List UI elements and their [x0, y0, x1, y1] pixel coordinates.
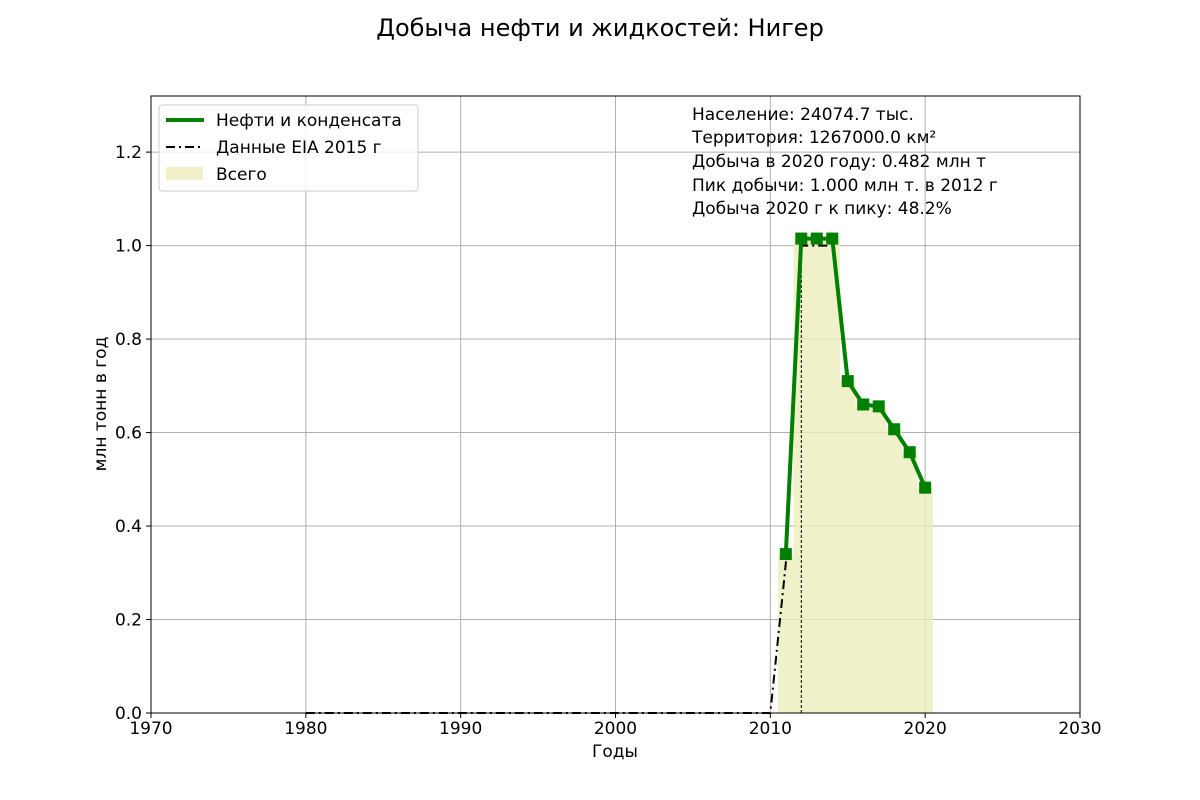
data-point-oil: [857, 398, 870, 411]
x-tick-label: 1970: [129, 719, 172, 739]
y-tick-label: 1.2: [115, 143, 142, 163]
x-tick-label: 1990: [439, 719, 482, 739]
info-peak: Пик добычи: 1.000 млн т. в 2012 г: [692, 176, 998, 196]
x-ticks: 1970 1980 1990 2000 2010 2020 2030: [129, 713, 1102, 739]
info-block: Население: 24074.7 тыс. Территория: 1267…: [691, 105, 998, 219]
legend-swatch-total: [166, 167, 203, 180]
data-point-oil: [841, 375, 854, 388]
data-point-oil: [779, 548, 792, 561]
info-production-2020: Добыча в 2020 году: 0.482 млн т: [692, 152, 986, 172]
grid: [150, 96, 1081, 714]
series-line-oil: [783, 236, 928, 555]
info-ratio: Добыча 2020 г к пику: 48.2%: [692, 199, 952, 219]
x-tick-label: 2010: [749, 719, 792, 739]
y-tick-label: 1.0: [115, 237, 142, 257]
area-series: [778, 238, 933, 713]
y-tick-label: 0.8: [115, 330, 142, 350]
data-point-oil: [919, 481, 932, 494]
x-tick-label: 2030: [1058, 719, 1101, 739]
x-tick-label: 2020: [904, 719, 947, 739]
legend-box: [158, 104, 419, 192]
x-tick-label: 2000: [594, 719, 637, 739]
y-tick-label: 0.4: [115, 517, 142, 537]
x-tick-label: 1980: [284, 719, 327, 739]
info-population: Население: 24074.7 тыс.: [692, 105, 914, 125]
data-point-oil: [903, 446, 916, 459]
legend-label-eia: Данные EIA 2015 г: [216, 138, 382, 158]
data-point-oil: [795, 232, 808, 245]
data-point-oil: [888, 423, 901, 436]
legend-label-total: Всего: [216, 165, 267, 185]
info-territory: Территория: 1267000.0 км²: [691, 128, 936, 148]
data-point-oil: [872, 400, 885, 413]
legend: Нефти и конденсата Данные EIA 2015 г Все…: [158, 104, 419, 192]
y-axis-label: млн тонн в год: [91, 337, 111, 472]
x-axis-label: Годы: [592, 742, 638, 762]
data-point-oil: [826, 232, 839, 245]
series-line-eia: [305, 244, 833, 714]
y-tick-label: 0.2: [115, 611, 142, 631]
y-tick-label: 0.6: [115, 424, 142, 444]
area-total: [778, 238, 933, 713]
y-ticks: 0.0 0.2 0.4 0.6 0.8 1.0 1.2: [115, 143, 151, 724]
chart-title: Добыча нефти и жидкостей: Нигер: [376, 14, 824, 42]
data-point-oil: [810, 232, 823, 245]
y-tick-label: 0.0: [115, 704, 142, 724]
legend-label-oil: Нефти и конденсата: [216, 111, 402, 131]
markers: [779, 232, 932, 561]
